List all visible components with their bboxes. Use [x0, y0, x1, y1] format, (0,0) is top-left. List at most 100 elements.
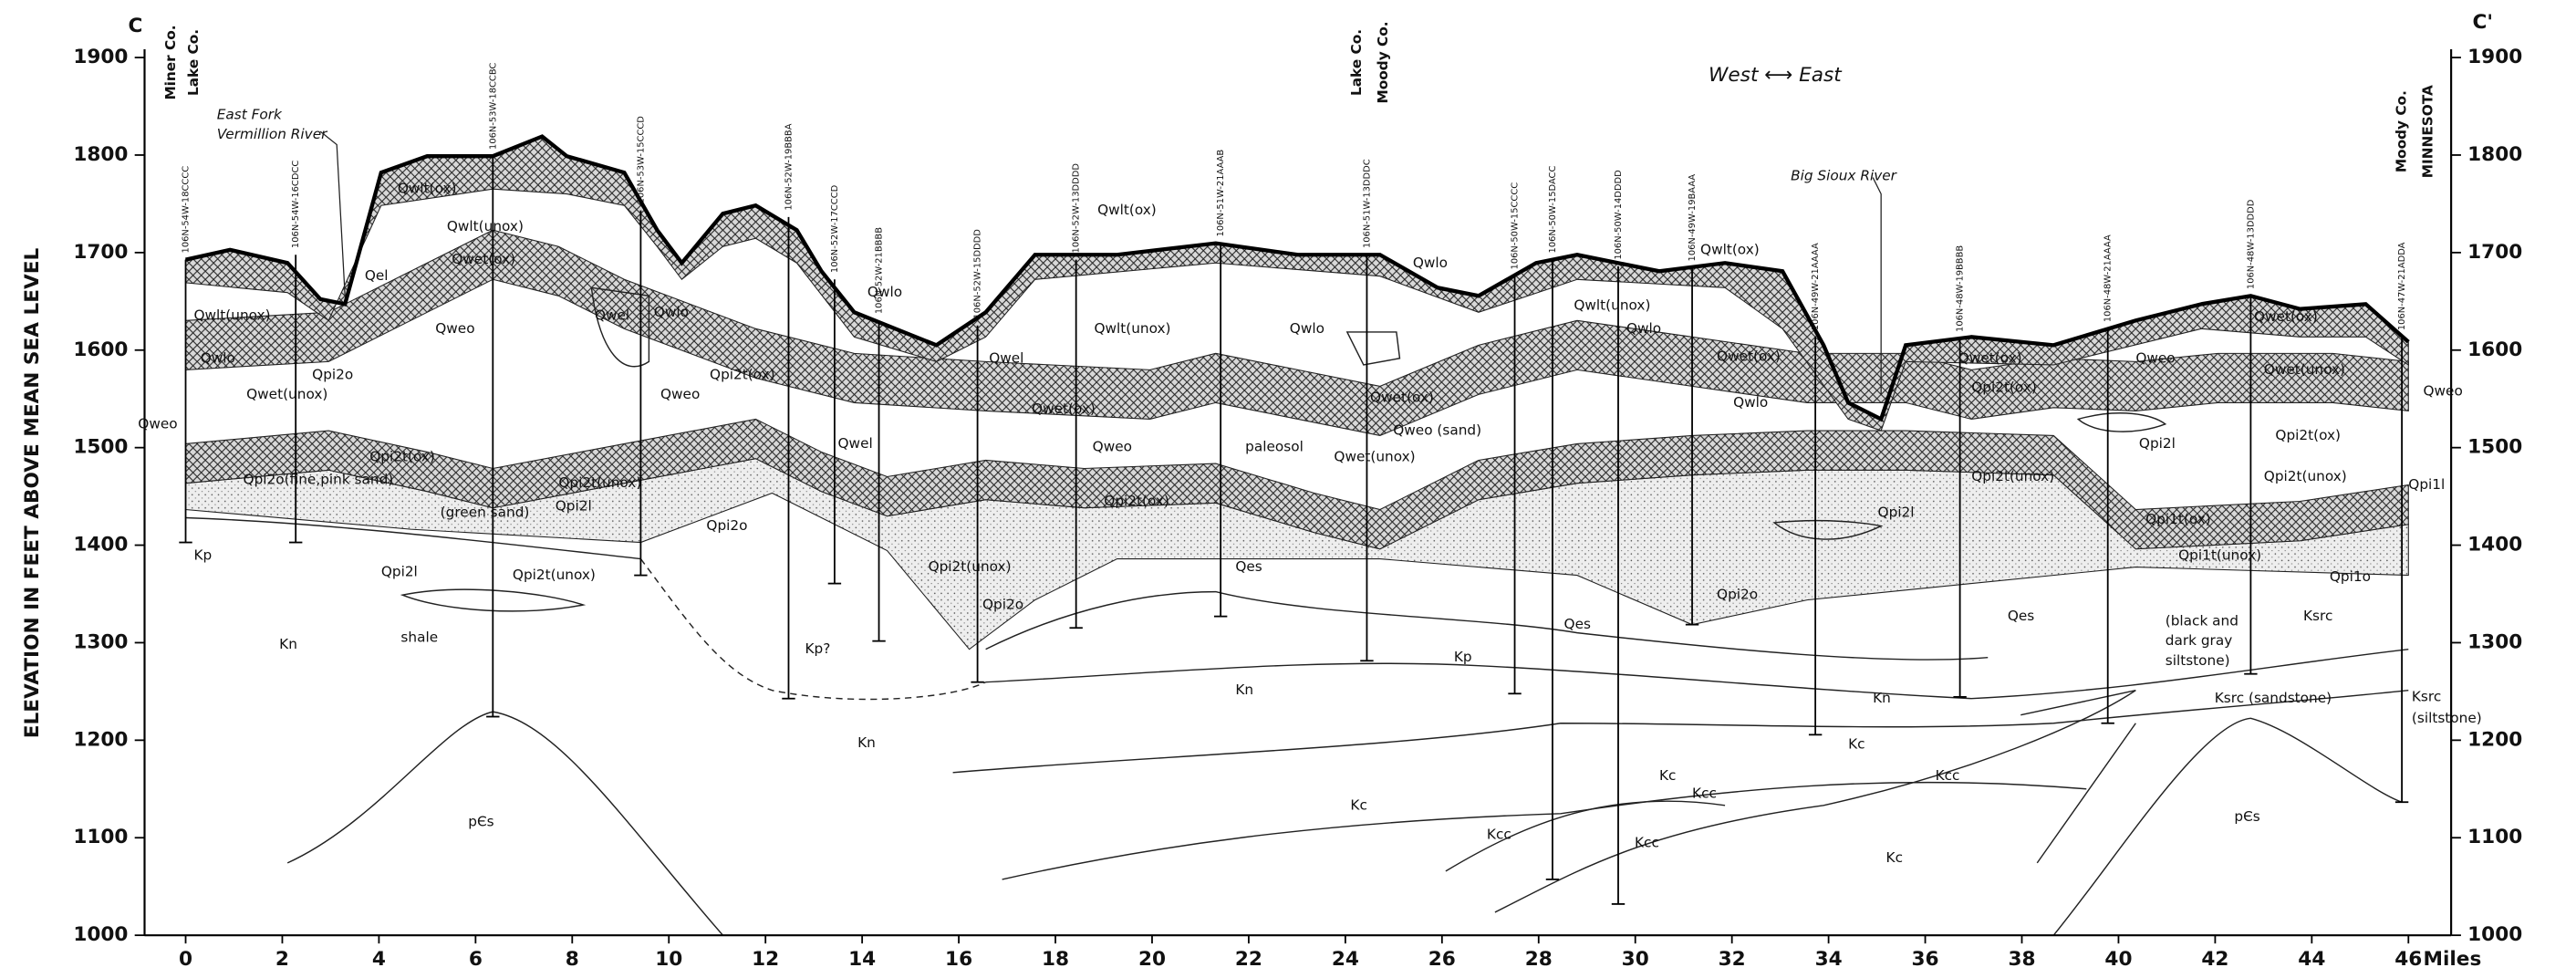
contact	[2053, 718, 2402, 935]
well-id: 106N-51W-21AAAB	[1216, 150, 1226, 237]
unit-label: Qwlo	[1733, 394, 1768, 411]
x-tick-label: 28	[1525, 948, 1553, 971]
feature: East Fork	[217, 107, 283, 123]
x-tick-label: 24	[1332, 948, 1359, 971]
unit-label: Qpi2t(ox)	[2275, 427, 2341, 443]
well-id: 106N-51W-13DDDC	[1362, 159, 1372, 248]
well-id: 106N-48W-21AAAA	[2103, 234, 2114, 322]
x-tick-label: 16	[945, 948, 972, 971]
unit-label: Qpi2t(unox)	[558, 474, 641, 491]
unit-label: Qweo	[660, 386, 700, 402]
x-tick-label: 18	[1042, 948, 1069, 971]
x-tick-label: 42	[2201, 948, 2228, 971]
unit-label: Qpi2o	[312, 366, 353, 382]
unit-label: Kc	[1659, 767, 1676, 784]
unit-label: Qpi2t(unox)	[1971, 468, 2054, 484]
y-tick-label: 1000	[73, 923, 128, 946]
unit-label: Kn	[1873, 690, 1891, 706]
x-tick-label: 40	[2104, 948, 2132, 971]
unit-label: Qwel	[838, 435, 873, 452]
unit-label: (green sand)	[441, 505, 530, 521]
unit-label: Qel	[365, 267, 389, 284]
unit-label: Qwlt(unox)	[1574, 297, 1650, 314]
unit-label: Kp?	[805, 640, 831, 657]
contact	[287, 712, 722, 935]
x-unit: Miles	[2424, 948, 2482, 971]
unit-label: Kn	[279, 636, 297, 652]
unit-label: Qpi2t(ox)	[710, 366, 775, 382]
unit-label: Qwlo	[1626, 320, 1661, 337]
y-tick-label: 1500	[73, 436, 128, 459]
unit-label: Qes	[1564, 616, 1591, 632]
x-tick-label: 36	[1912, 948, 1939, 971]
contact	[953, 691, 2409, 773]
contact	[1002, 783, 2087, 879]
unit-label: Qwet(unox)	[1334, 448, 1415, 464]
feature: Big Sioux River	[1791, 167, 1898, 183]
unit-label: Ksrc (sandstone)	[2215, 690, 2332, 706]
feature: West ⟷ East	[1709, 64, 1843, 87]
unit-label: Qwlo	[201, 349, 235, 366]
unit-label: Qpi2o	[1717, 587, 1758, 603]
well-id: 106N-48W-13DDDD	[2246, 199, 2256, 289]
y-tick-label: 1300	[73, 630, 128, 653]
unit-label: Kc	[1848, 736, 1864, 753]
unit-label: Kn	[1235, 681, 1253, 698]
section-end: C'	[2473, 11, 2493, 34]
unit-label: Qpi2t(ox)	[1104, 493, 1169, 509]
county: Miner Co.	[162, 25, 179, 99]
county: Lake Co.	[1348, 29, 1365, 96]
well-id: 106N-50W-15DACC	[1548, 166, 1558, 254]
y-tick-label: 1900	[2467, 46, 2522, 68]
y-tick-label: 1800	[2467, 143, 2522, 166]
y-tick-label: 1600	[73, 338, 128, 361]
unit-label: Qpi2l	[1878, 505, 1915, 521]
well-id: 106N-47W-21ADDA	[2397, 242, 2407, 330]
x-tick-label: 2	[275, 948, 289, 971]
y-tick-label: 1400	[2467, 534, 2522, 557]
unit-label: Qwlt(ox)	[1097, 202, 1157, 218]
cross-section: 106N-54W-18CCCC106N-54W-16CDCC106N-53W-1…	[0, 0, 2576, 978]
unit-label: Qpi1t(unox)	[2178, 546, 2261, 563]
unit-label: Qpi2t(ox)	[1971, 380, 2037, 396]
y-tick-label: 1100	[73, 826, 128, 848]
unit-label: Kc	[1350, 796, 1366, 813]
x-tick-label: 26	[1428, 948, 1456, 971]
x-tick-label: 38	[2008, 948, 2035, 971]
unit-label: (black and	[2166, 613, 2238, 629]
unit-label: Qpi2o	[706, 517, 747, 534]
unit-label: Qwlo	[867, 284, 902, 300]
x-tick-label: 30	[1622, 948, 1649, 971]
unit-label: Kcc	[1635, 835, 1659, 851]
unit-label: Kp	[194, 546, 213, 563]
unit-label: Qwlt(ox)	[1700, 241, 1760, 257]
unit-label: dark gray	[2166, 632, 2233, 649]
y-axis-label: ELEVATION IN FEET ABOVE MEAN SEA LEVEL	[21, 247, 44, 738]
section-start: C	[128, 15, 142, 37]
well-id: 106N-53W-15CCCD	[636, 116, 646, 204]
page: {"axis":{"y_label":"ELEVATION IN FEET AB…	[0, 0, 2576, 978]
unit-label: paleosol	[1245, 439, 1304, 455]
y-tick-label: 1700	[73, 241, 128, 264]
y-tick-label: 1800	[73, 143, 128, 166]
x-tick-label: 8	[566, 948, 579, 971]
y-tick-label: 1400	[73, 534, 128, 557]
unit-label: Qwet(ox)	[1958, 349, 2022, 366]
x-tick-label: 14	[848, 948, 876, 971]
well-id: 106N-48W-19BBBB	[1956, 245, 1966, 332]
y-tick-label: 1000	[2467, 923, 2522, 946]
unit-label: Qpi2l	[556, 497, 592, 514]
unit-label: Qpi2t(unox)	[2264, 468, 2347, 484]
x-tick-label: 34	[1815, 948, 1843, 971]
unit-label: Qwel	[989, 349, 1023, 366]
well-id: 106N-49W-19BAAA	[1688, 174, 1698, 262]
unit-label: siltstone)	[2166, 652, 2230, 669]
unit-label: Qes	[2008, 608, 2034, 624]
y-tick-label: 1100	[2467, 826, 2522, 848]
y-tick-label: 1200	[2467, 728, 2522, 751]
unit-label: Qwlo	[1413, 255, 1448, 271]
unit-label: Qpi1t(ox)	[2145, 511, 2211, 527]
unit-label: Qwet(ox)	[2254, 308, 2318, 325]
y-tick-label: 1600	[2467, 338, 2522, 361]
well-id: 106N-52W-15DDDD	[973, 229, 983, 319]
